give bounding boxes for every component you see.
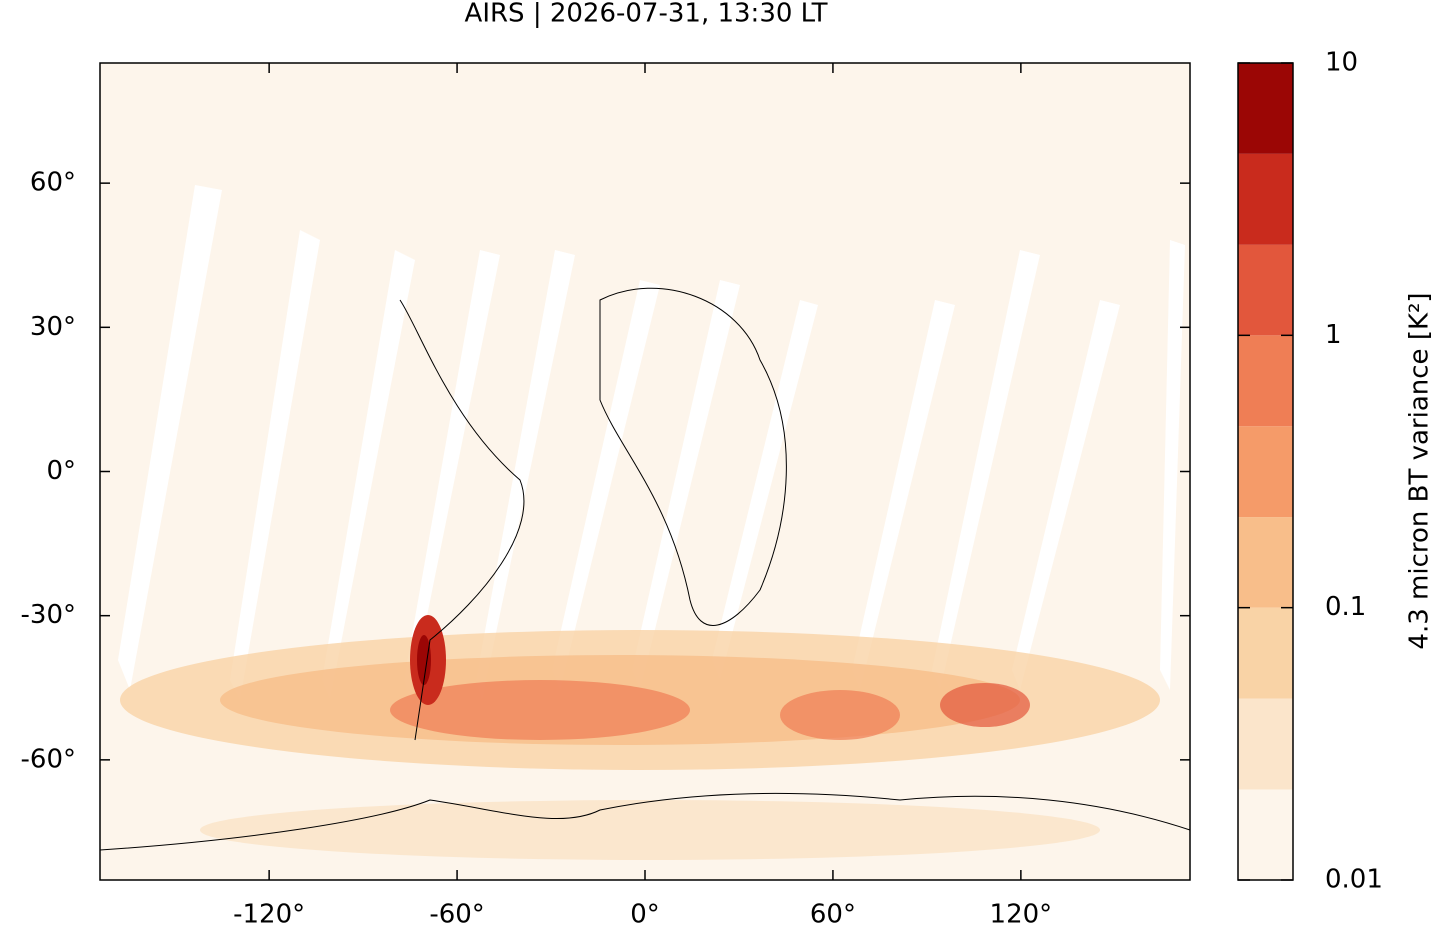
map-field <box>99 62 1191 881</box>
x-tick-label: -60° <box>429 900 484 930</box>
swath-gap <box>552 280 660 690</box>
y-tick-label: 0° <box>46 456 76 486</box>
y-tick-label: -60° <box>21 744 76 774</box>
y-tick-label: -30° <box>21 600 76 630</box>
x-tick-label: 60° <box>810 900 856 930</box>
colorbar-tick-label: 10 <box>1325 48 1358 78</box>
swath-gap <box>852 300 955 690</box>
coastline <box>99 792 1191 851</box>
chart-title: AIRS | 2026-07-31, 13:30 LT <box>465 0 828 29</box>
x-tick-label: 0° <box>630 900 660 930</box>
blob <box>780 690 900 740</box>
colorbar-level <box>1238 698 1293 790</box>
colorbar-tick-label: 1 <box>1325 320 1342 350</box>
y-tick-label: 60° <box>30 168 76 198</box>
colorbar-level <box>1238 153 1293 245</box>
swath-gap <box>712 300 818 680</box>
x-tick-label: -120° <box>233 900 305 930</box>
swath-gap <box>404 250 500 700</box>
colorbar-level <box>1238 63 1293 154</box>
blob <box>940 683 1030 727</box>
swath-gap <box>322 250 415 700</box>
coastline <box>399 299 525 741</box>
coastline <box>599 287 787 626</box>
blob <box>417 635 431 685</box>
swath-gap <box>230 230 320 700</box>
swath-gap <box>1012 300 1120 690</box>
x-tick-label: 120° <box>990 900 1053 930</box>
colorbar-tick-label: 0.1 <box>1325 592 1366 622</box>
swath-gaps <box>118 185 1185 700</box>
colorbar-level <box>1238 607 1293 699</box>
colorbar-label: 4.3 micron BT variance [K²] <box>1405 292 1435 649</box>
colorbar-level <box>1238 789 1293 880</box>
colorbar-tick-label: 0.01 <box>1325 865 1383 895</box>
variance-blobs <box>120 615 1160 860</box>
blob <box>200 800 1100 860</box>
colorbar-frame <box>1237 62 1294 881</box>
colorbar-level <box>1238 517 1293 608</box>
blob <box>390 680 690 740</box>
swath-gap <box>632 280 740 690</box>
colorbar-level <box>1238 426 1293 518</box>
swath-gap <box>476 250 575 700</box>
colorbar-level <box>1238 335 1293 427</box>
swath-gap <box>932 250 1040 690</box>
y-tick-label: 30° <box>30 312 76 342</box>
swath-gap <box>118 185 222 690</box>
swath-gap <box>1160 240 1185 690</box>
colorbar-level <box>1238 244 1293 336</box>
